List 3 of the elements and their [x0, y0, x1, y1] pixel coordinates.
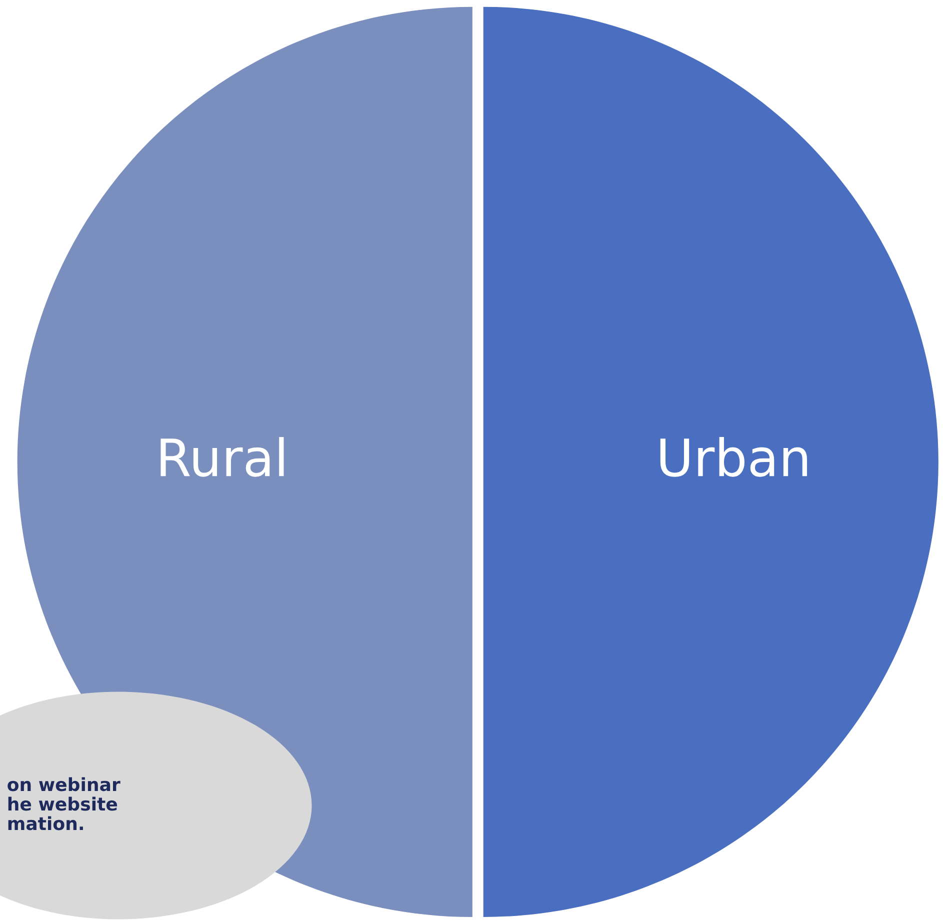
- text: on webinar he website mation.: [8, 777, 120, 830]
- slice-label: Urban: [660, 437, 807, 477]
- slice-label: Rural: [160, 437, 284, 477]
